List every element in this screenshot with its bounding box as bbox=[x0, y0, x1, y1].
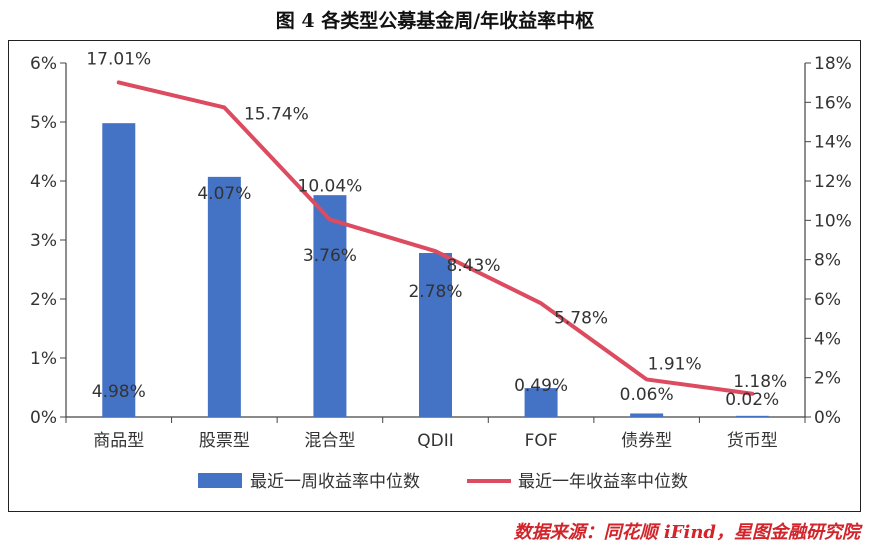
bar bbox=[524, 388, 558, 417]
line-data-label: 15.74% bbox=[244, 104, 309, 124]
right-tick-label: 6% bbox=[814, 290, 841, 310]
line-data-label: 8.43% bbox=[446, 256, 500, 276]
left-tick-label: 2% bbox=[30, 290, 57, 310]
line-data-label: 1.91% bbox=[648, 354, 702, 374]
x-tick-label: FOF bbox=[525, 431, 558, 451]
left-tick-label: 0% bbox=[30, 408, 57, 428]
legend-label-bar: 最近一周收益率中位数 bbox=[250, 472, 420, 492]
x-tick-label: 股票型 bbox=[199, 431, 250, 451]
bar-data-label: 4.07% bbox=[197, 184, 251, 204]
line-data-label: 10.04% bbox=[298, 177, 363, 197]
x-tick-label: 债券型 bbox=[621, 431, 672, 451]
left-tick-label: 1% bbox=[30, 349, 57, 369]
bar-data-label: 0.49% bbox=[514, 376, 568, 396]
right-tick-label: 4% bbox=[814, 329, 841, 349]
x-tick-label: 商品型 bbox=[93, 431, 144, 451]
bar bbox=[313, 195, 347, 417]
line-data-label: 1.18% bbox=[733, 372, 787, 392]
x-tick-label: 货币型 bbox=[727, 431, 778, 451]
right-tick-label: 8% bbox=[814, 251, 841, 271]
legend-label-line: 最近一年收益率中位数 bbox=[518, 472, 688, 492]
bar-data-label: 0.06% bbox=[620, 385, 674, 405]
left-tick-label: 6% bbox=[30, 54, 57, 74]
left-tick-label: 3% bbox=[30, 231, 57, 251]
right-tick-label: 10% bbox=[814, 211, 852, 231]
line-data-label: 5.78% bbox=[554, 308, 608, 328]
bar-data-label: 3.76% bbox=[303, 246, 357, 266]
x-tick-label: 混合型 bbox=[304, 431, 355, 451]
x-tick-label: QDII bbox=[417, 431, 454, 451]
line-series bbox=[116, 80, 755, 396]
bar bbox=[735, 415, 769, 417]
left-tick-label: 5% bbox=[30, 113, 57, 133]
right-tick-label: 18% bbox=[814, 54, 852, 74]
bar-data-label: 0.02% bbox=[725, 390, 779, 410]
left-tick-label: 4% bbox=[30, 172, 57, 192]
bar bbox=[419, 252, 452, 417]
line-data-label: 17.01% bbox=[86, 49, 151, 69]
bar bbox=[102, 123, 136, 418]
bar-data-label: 2.78% bbox=[408, 282, 462, 302]
bar bbox=[207, 176, 241, 417]
right-tick-label: 2% bbox=[814, 369, 841, 389]
right-tick-label: 16% bbox=[814, 93, 852, 113]
bar bbox=[630, 413, 664, 417]
right-tick-label: 12% bbox=[814, 172, 852, 192]
source-note: 数据来源：同花顺 iFind，星图金融研究院 bbox=[513, 522, 860, 543]
legend-swatch-bar bbox=[198, 473, 242, 488]
right-tick-label: 0% bbox=[814, 408, 841, 428]
bar-data-label: 4.98% bbox=[92, 382, 146, 402]
chart-title: 图 4 各类型公募基金周/年收益率中枢 bbox=[275, 10, 595, 32]
chart-frame bbox=[8, 40, 861, 512]
right-tick-label: 14% bbox=[814, 133, 852, 153]
